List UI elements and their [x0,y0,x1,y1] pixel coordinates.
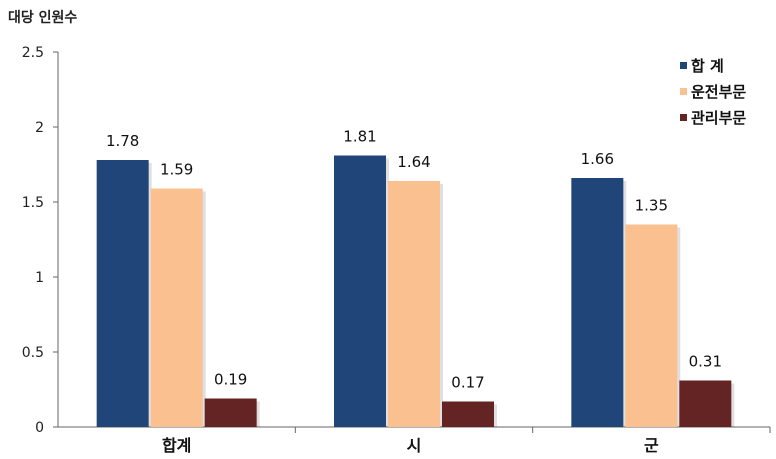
legend-swatch [680,114,687,121]
y-tick-label: 1.5 [22,195,44,211]
data-label: 1.66 [581,150,614,168]
category-label: 합계 [162,436,191,455]
y-tick-label: 0 [35,420,44,436]
bar [442,401,494,427]
y-axis-title: 대당 인원수 [8,9,77,26]
category-label: 군 [644,436,659,455]
y-tick-label: 0.5 [22,345,44,361]
legend-swatch [680,62,687,69]
bar [388,181,440,427]
data-label: 1.64 [397,153,430,171]
bar [204,398,257,427]
legend-label: 관리부문 [691,109,746,127]
data-labels: 1.78 1.59 0.19 1.81 1.64 0.17 1.66 1.35 0.31 [106,128,722,392]
legend-label: 운전부문 [691,83,746,101]
data-label: 1.59 [160,161,193,179]
bar [571,178,624,427]
legend-label: 합 계 [691,57,724,75]
data-label: 1.78 [106,132,139,150]
bar [96,160,149,427]
y-tick-label: 2.5 [22,45,44,61]
y-tick-label: 1 [35,270,44,286]
bars [96,155,735,427]
data-label: 0.19 [214,371,247,389]
category-label: 시 [407,436,422,455]
bar [679,380,732,427]
bar [625,224,678,427]
legend-swatch [680,88,687,95]
data-label: 0.31 [689,353,722,371]
data-label: 1.35 [635,197,668,215]
bar [150,188,203,427]
data-label: 0.17 [451,374,484,392]
bar [334,155,386,427]
y-tick-label: 2 [35,120,44,136]
data-label: 1.81 [343,128,376,146]
